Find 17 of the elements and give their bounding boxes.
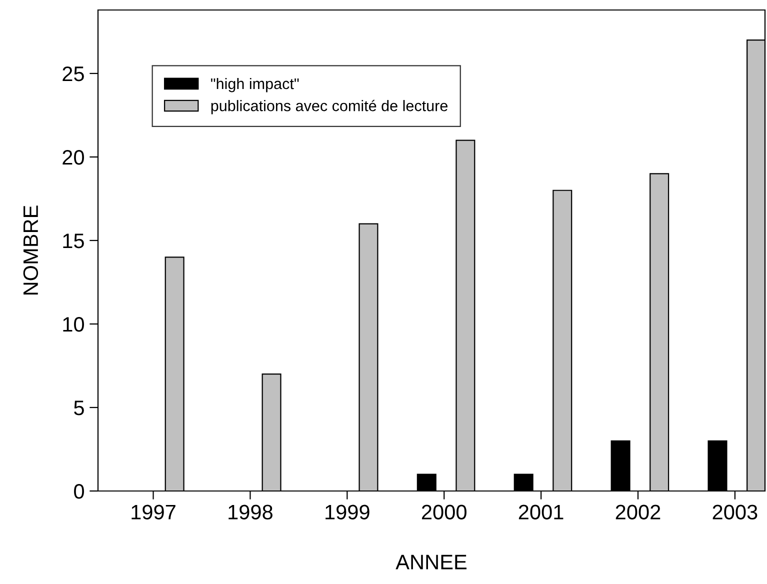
legend-label: "high impact" — [211, 78, 299, 92]
x-axis-title: ANNEE — [396, 554, 466, 570]
y-tick-label: 10 — [63, 316, 84, 332]
x-tick-label: 2000 — [422, 504, 466, 520]
x-tick-label: 2001 — [518, 504, 564, 520]
legend-label: publications avec comité de lecture — [211, 100, 448, 114]
x-tick-label: 1997 — [132, 504, 176, 520]
y-tick-label: 25 — [62, 66, 84, 82]
x-tick-label: 1999 — [326, 504, 370, 520]
y-tick-label: 0 — [74, 484, 84, 499]
y-tick-label: 15 — [63, 234, 84, 248]
x-tick-label: 2002 — [616, 504, 660, 520]
x-tick-label: 2003 — [712, 504, 758, 520]
y-tick-label: 20 — [62, 150, 84, 165]
x-tick-label: 1998 — [228, 504, 272, 520]
y-axis-title: NOMBRE — [23, 206, 38, 295]
y-tick-label: 5 — [74, 400, 84, 416]
